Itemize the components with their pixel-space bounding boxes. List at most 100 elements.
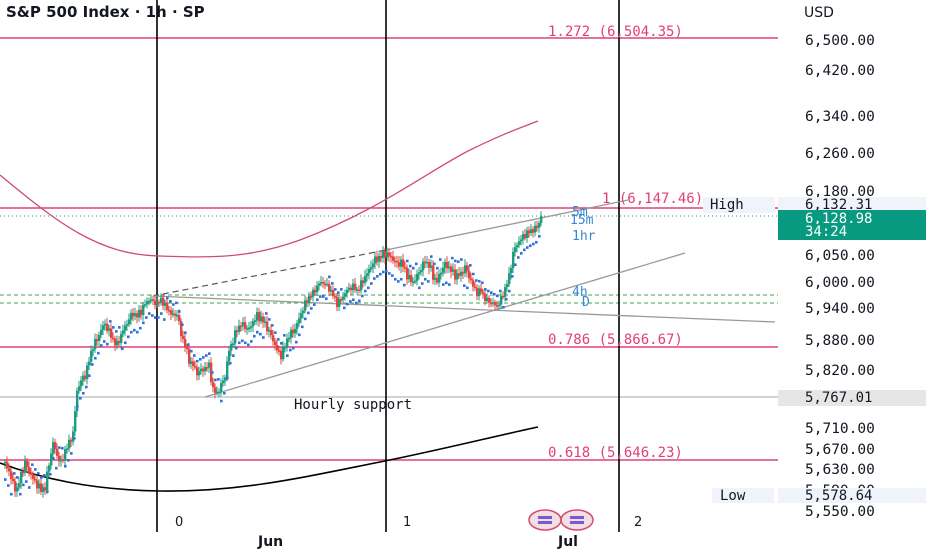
candle-body bbox=[180, 321, 183, 337]
candle-body bbox=[278, 350, 281, 352]
candle-body bbox=[336, 297, 339, 307]
psar-dot bbox=[37, 472, 40, 475]
candle-body bbox=[330, 289, 333, 292]
candle-body bbox=[348, 287, 351, 290]
candle-body bbox=[314, 289, 317, 293]
psar-dot bbox=[232, 354, 235, 357]
candle-body bbox=[408, 274, 411, 280]
psar-dot bbox=[247, 343, 250, 347]
candle-body bbox=[202, 368, 205, 372]
candle-body bbox=[212, 382, 215, 388]
price-axis[interactable]: 6,500.00 6,420.00 6,340.00 6,260.00 6,180.00… bbox=[805, 33, 875, 520]
candle-body bbox=[388, 252, 391, 257]
candle-body bbox=[184, 339, 187, 348]
psar-dot bbox=[238, 341, 241, 345]
candle-body bbox=[418, 272, 421, 274]
candle-body bbox=[144, 304, 147, 306]
fib-label-0618: 0.618 (5,646.23) bbox=[548, 445, 683, 461]
candle-body bbox=[480, 288, 483, 293]
psar-dot bbox=[79, 397, 82, 400]
psar-dot bbox=[286, 354, 289, 357]
psar-dot bbox=[166, 296, 169, 300]
psar-dot bbox=[133, 328, 136, 332]
x-tick-label: Jul bbox=[557, 534, 578, 550]
psar-dot bbox=[289, 348, 292, 352]
candle-body bbox=[322, 282, 325, 284]
psar-dot bbox=[451, 256, 454, 260]
candle-body bbox=[350, 287, 353, 291]
psar-dot bbox=[355, 301, 358, 305]
psar-dot bbox=[514, 263, 517, 267]
psar-dot bbox=[295, 340, 298, 344]
psar-dot bbox=[460, 258, 463, 261]
psar-dot bbox=[472, 272, 475, 276]
candle-body bbox=[186, 347, 189, 350]
candle-body bbox=[262, 316, 265, 323]
psar-dot bbox=[190, 349, 193, 353]
candle-body bbox=[528, 230, 531, 234]
psar-dot bbox=[346, 302, 349, 306]
annotation-15m: 15m bbox=[570, 213, 594, 228]
events-badge-icon[interactable] bbox=[528, 509, 594, 531]
candle-body bbox=[286, 338, 289, 347]
candle-body bbox=[522, 234, 525, 240]
candle-body bbox=[224, 377, 227, 381]
candle-body bbox=[204, 367, 207, 372]
psar-dot bbox=[178, 310, 181, 313]
psar-dot bbox=[334, 288, 337, 291]
psar-dot bbox=[223, 391, 226, 395]
candle-body bbox=[364, 275, 367, 283]
candle-body bbox=[396, 260, 399, 263]
psar-dot bbox=[442, 283, 445, 286]
candle-body bbox=[284, 346, 287, 349]
candle-body bbox=[512, 252, 515, 269]
candle-body bbox=[222, 380, 225, 384]
hourly-support-label: Hourly support bbox=[294, 397, 412, 413]
psar-dot bbox=[124, 341, 127, 345]
candle-body bbox=[526, 230, 529, 239]
candle-body bbox=[356, 289, 359, 291]
candle-body bbox=[414, 280, 417, 283]
low-tag bbox=[712, 488, 774, 503]
candle-body bbox=[228, 350, 231, 362]
candle-body bbox=[64, 449, 67, 460]
psar-dot bbox=[394, 277, 397, 281]
psar-dot bbox=[535, 240, 538, 244]
candle-body bbox=[58, 455, 61, 462]
candle-body bbox=[340, 299, 343, 301]
candle-body bbox=[24, 460, 27, 473]
psar-dot bbox=[253, 334, 256, 338]
candle-body bbox=[86, 365, 89, 380]
psar-dot bbox=[379, 272, 382, 276]
psar-dot bbox=[46, 490, 49, 493]
candle-body bbox=[170, 310, 173, 315]
moving-average-red bbox=[0, 120, 539, 258]
candle-body bbox=[148, 300, 151, 303]
psar-dot bbox=[244, 341, 247, 345]
psar-dot bbox=[100, 344, 103, 347]
fib-label-1272: 1.272 (6,504.35) bbox=[548, 24, 683, 40]
psar-dot bbox=[415, 262, 418, 266]
last-price-value: 6,128.98 bbox=[805, 211, 872, 227]
psar-dot bbox=[250, 340, 253, 343]
candle-body bbox=[328, 283, 331, 292]
candle-body bbox=[162, 297, 165, 306]
psar-dot bbox=[40, 476, 43, 479]
psar-dot bbox=[187, 343, 190, 346]
candle-body bbox=[188, 348, 191, 364]
candle-body bbox=[310, 296, 313, 298]
psar-dot bbox=[10, 492, 13, 496]
candle-body bbox=[298, 318, 301, 324]
candle-body bbox=[246, 328, 249, 330]
candle-body bbox=[88, 361, 91, 366]
candle-body bbox=[366, 273, 369, 276]
time-axis[interactable]: 0 Jun 1 Jul 2 bbox=[175, 515, 642, 550]
candle-body bbox=[320, 282, 323, 284]
psar-dot bbox=[28, 486, 31, 489]
psar-dot bbox=[181, 323, 184, 327]
candle-body bbox=[282, 347, 285, 360]
psar-dot bbox=[130, 330, 133, 334]
psar-dot bbox=[454, 259, 457, 263]
psar-dot bbox=[97, 351, 100, 355]
